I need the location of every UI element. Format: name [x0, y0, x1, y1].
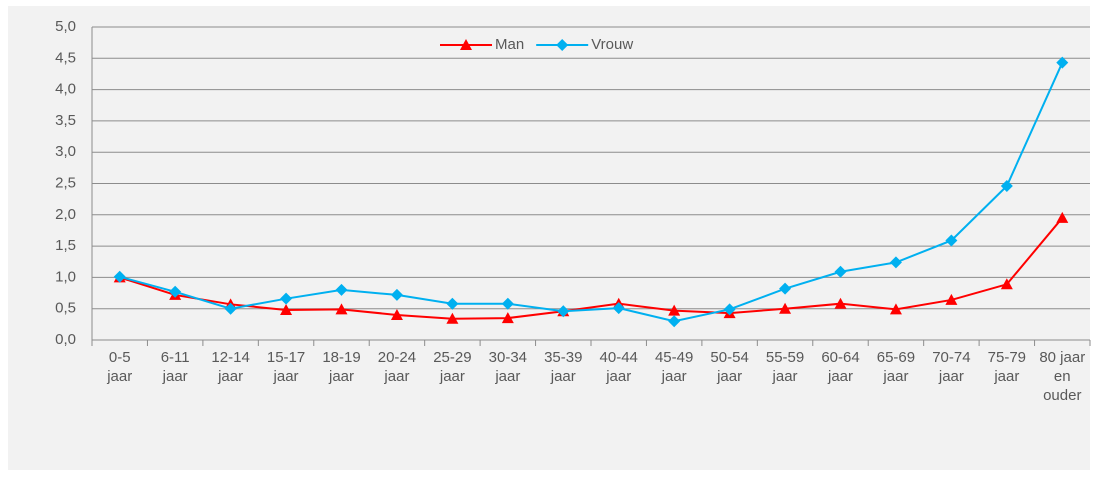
data-point [113, 270, 126, 283]
data-point [612, 302, 625, 315]
y-tick-label: 1,5 [55, 237, 76, 254]
x-tick-label: 75-79 jaar [987, 349, 1027, 385]
x-tick-label: 18-19 jaar [322, 349, 361, 385]
data-point [779, 302, 792, 314]
y-tick-label: 5,0 [55, 18, 76, 35]
y-tick-label: 2,5 [55, 174, 76, 191]
x-tick-label: 40-44 jaar [599, 349, 638, 385]
data-point [779, 282, 792, 295]
data-point [501, 297, 514, 310]
chart-background [8, 6, 1090, 470]
series-line [119, 62, 1064, 323]
data-point [280, 292, 293, 305]
data-point [501, 312, 514, 324]
data-point [224, 302, 237, 315]
x-tick-label: 80 jaar en ouder [1039, 349, 1086, 404]
data-point [889, 256, 902, 269]
y-tick-label: 4,0 [55, 81, 76, 98]
data-point [446, 312, 459, 324]
x-tick-label: 15-17 jaar [266, 349, 306, 385]
x-tick-label: 30-34 jaar [488, 349, 528, 385]
x-tick-label: 50-54 jaar [710, 349, 749, 385]
data-point [557, 305, 570, 318]
data-point [335, 283, 348, 296]
y-tick-label: 4,5 [55, 49, 76, 66]
data-point [390, 308, 403, 320]
y-tick-label: 0,5 [55, 300, 76, 317]
x-tick-label: 12-14 jaar [211, 349, 250, 385]
x-tick-label: 55-59 jaar [765, 349, 805, 385]
legend-marker [556, 39, 569, 51]
data-point [1000, 278, 1013, 290]
legend-marker [460, 39, 472, 50]
data-point [1056, 211, 1069, 223]
data-point [889, 303, 902, 315]
x-tick-label: 70-74 jaar [932, 349, 971, 385]
data-point [945, 293, 958, 305]
data-point [834, 265, 847, 278]
data-point [668, 315, 681, 328]
y-tick-label: 1,0 [55, 268, 76, 285]
y-tick-label: 3,5 [55, 112, 76, 129]
legend-label: Vrouw [591, 36, 633, 53]
x-tick-label: 20-24 jaar [377, 349, 417, 385]
x-tick-label: 35-39 jaar [544, 349, 583, 385]
x-tick-label: 60-64 jaar [821, 349, 860, 385]
data-point [834, 297, 847, 309]
data-point [280, 303, 293, 315]
y-tick-label: 0,0 [55, 331, 76, 348]
y-tick-label: 2,0 [55, 206, 76, 223]
data-point [390, 288, 403, 301]
data-point [723, 303, 736, 316]
x-tick-label: 65-69 jaar [876, 349, 916, 385]
data-point [169, 285, 182, 298]
data-point [335, 303, 348, 315]
data-point [945, 234, 958, 247]
x-tick-label: 45-49 jaar [654, 349, 694, 385]
data-point [446, 297, 459, 310]
x-tick-label: 25-29 jaar [433, 349, 472, 385]
data-point [1056, 56, 1069, 69]
series-line [119, 217, 1064, 320]
x-tick-label: 6-11 jaar [160, 349, 190, 385]
data-point [1000, 180, 1013, 193]
x-tick-label: 0-5 jaar [107, 349, 133, 385]
data-point [668, 304, 681, 316]
legend-label: Man [495, 36, 524, 53]
y-tick-label: 3,0 [55, 143, 76, 160]
